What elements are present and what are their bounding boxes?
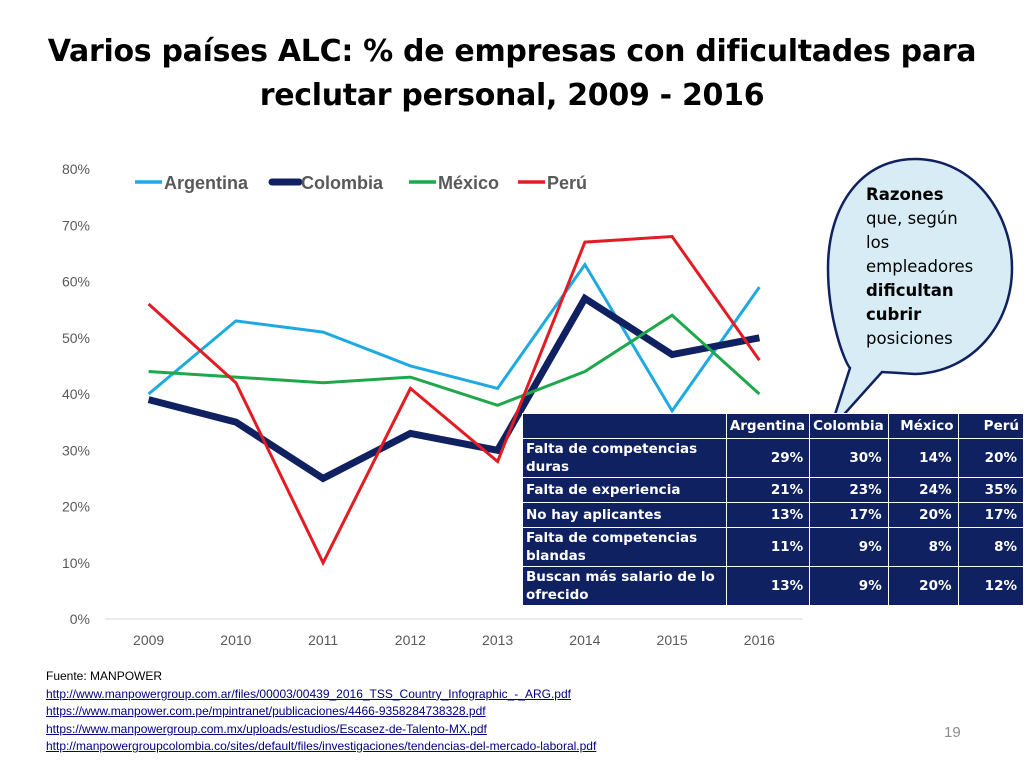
source-label: Fuente: MANPOWER	[46, 669, 163, 683]
series-line-argentina	[147, 261, 761, 414]
callout-text: Razones que, según los empleadores dific…	[866, 183, 976, 351]
table-cell: 13%	[725, 502, 811, 528]
row-label: Falta de competencias duras	[522, 438, 727, 478]
legend-label: Perú	[547, 173, 587, 193]
table-row: Falta de experiencia 21% 23% 24% 35%	[522, 477, 1024, 503]
table-header-row: Argentina Colombia México Perú	[522, 413, 1024, 439]
source-link-1[interactable]: http://www.manpowergroup.com.ar/files/00…	[46, 686, 571, 701]
series-line-peru	[147, 234, 761, 567]
table-row: No hay aplicantes 13% 17% 20% 17%	[522, 502, 1024, 528]
y-tick-label: 70%	[62, 217, 90, 233]
table-cell: 20%	[887, 566, 959, 606]
table-cell: 13%	[725, 566, 811, 606]
table-header: México	[887, 413, 959, 439]
table-row: Falta de competencias blandas 11% 9% 8% …	[522, 527, 1024, 567]
x-tick-label: 2011	[308, 632, 338, 648]
row-label: Falta de competencias blandas	[522, 527, 727, 567]
table-header: Perú	[957, 413, 1024, 439]
row-label: No hay aplicantes	[522, 502, 727, 528]
series-line-mexico	[148, 313, 761, 407]
row-label: Buscan más salario de lo ofrecido	[522, 566, 727, 606]
table-cell: 14%	[887, 438, 959, 478]
y-tick-label: 80%	[62, 161, 90, 177]
table-cell: 29%	[725, 438, 811, 478]
table-cell: 17%	[957, 502, 1024, 528]
x-tick-label: 2009	[133, 632, 164, 648]
table-cell: 20%	[957, 438, 1024, 478]
y-tick-label: 60%	[62, 274, 90, 290]
table-row: Falta de competencias duras 29% 30% 14% …	[522, 438, 1024, 478]
x-tick-label: 2010	[220, 632, 251, 648]
y-tick-label: 30%	[62, 442, 90, 458]
x-tick-label: 2014	[569, 632, 600, 648]
table-cell: 11%	[725, 527, 811, 567]
source-link-2[interactable]: https://www.manpower.com.pe/mpintranet/p…	[46, 704, 486, 718]
table-cell: 8%	[957, 527, 1024, 567]
table-cell: 24%	[887, 477, 959, 503]
x-tick-label: 2012	[395, 632, 426, 648]
table-cell: 20%	[887, 502, 959, 528]
title-line-2: reclutar personal, 2009 - 2016	[259, 78, 765, 113]
table-cell: 12%	[957, 566, 1024, 606]
table-header: Argentina	[725, 413, 811, 439]
table-header	[522, 413, 727, 439]
x-tick-label: 2015	[657, 632, 688, 648]
source-notes: Fuente: MANPOWER http://www.manpowergrou…	[46, 668, 596, 756]
table-cell: 23%	[809, 477, 889, 503]
y-tick-label: 50%	[62, 330, 90, 346]
table-cell: 9%	[809, 527, 889, 567]
table-cell: 35%	[957, 477, 1024, 503]
table-header: Colombia	[809, 413, 889, 439]
callout-bold-1: Razones	[866, 185, 944, 204]
table-cell: 8%	[887, 527, 959, 567]
title-line-1: Varios países ALC: % de empresas con dif…	[47, 34, 977, 69]
x-tick-label: 2013	[482, 632, 513, 648]
page-title: Varios países ALC: % de empresas con dif…	[20, 30, 1004, 118]
reasons-table: Argentina Colombia México Perú Falta de …	[522, 413, 1024, 606]
table-cell: 9%	[809, 566, 889, 606]
y-tick-label: 40%	[62, 386, 90, 402]
y-tick-label: 20%	[62, 499, 90, 515]
y-tick-label: 0%	[70, 611, 90, 627]
source-link-4[interactable]: http://manpowergroupcolombia.co/sites/de…	[46, 739, 597, 753]
source-link-3[interactable]: https://www.manpowergroup.com.mx/uploads…	[46, 721, 487, 736]
table-row: Buscan más salario de lo ofrecido 13% 9%…	[522, 566, 1024, 606]
page-number: 19	[944, 724, 961, 741]
callout-text-2: posiciones	[866, 329, 953, 348]
legend-label: México	[438, 173, 499, 193]
legend-label: Colombia	[301, 173, 384, 193]
callout-bold-2: dificultan cubrir	[866, 281, 954, 324]
callout-text-1: que, según los empleadores	[866, 209, 974, 276]
table-cell: 17%	[809, 502, 889, 528]
y-tick-label: 10%	[62, 555, 90, 571]
table-cell: 30%	[809, 438, 889, 478]
series-line-colombia	[147, 293, 761, 483]
x-tick-label: 2016	[744, 632, 775, 648]
legend-label: Argentina	[164, 173, 249, 193]
row-label: Falta de experiencia	[522, 477, 727, 503]
table-cell: 21%	[725, 477, 811, 503]
